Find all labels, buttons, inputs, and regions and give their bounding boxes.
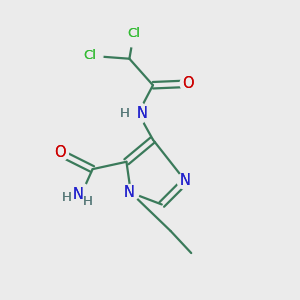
Circle shape [63, 182, 93, 212]
Text: H: H [62, 191, 72, 205]
Circle shape [123, 184, 139, 201]
Text: N: N [136, 106, 147, 121]
Text: O: O [182, 76, 194, 91]
Text: H: H [82, 195, 92, 208]
Circle shape [177, 173, 194, 189]
Text: Cl: Cl [83, 49, 96, 62]
Circle shape [121, 100, 147, 126]
Circle shape [121, 20, 147, 47]
Text: N: N [180, 173, 191, 188]
Text: H: H [82, 195, 92, 208]
Text: Cl: Cl [83, 49, 96, 62]
Text: N: N [124, 185, 135, 200]
Text: O: O [182, 76, 194, 91]
Text: H: H [120, 107, 130, 120]
Text: N: N [180, 173, 191, 188]
Text: N: N [72, 187, 83, 202]
Text: O: O [54, 146, 66, 160]
Circle shape [76, 43, 103, 69]
Text: N: N [124, 185, 135, 200]
Text: N: N [136, 106, 147, 121]
Circle shape [180, 76, 196, 92]
Text: Cl: Cl [127, 27, 140, 40]
Text: H: H [120, 107, 130, 120]
Text: N: N [72, 187, 83, 202]
Text: Cl: Cl [127, 27, 140, 40]
Circle shape [52, 145, 68, 161]
Text: O: O [54, 146, 66, 160]
Text: H: H [62, 191, 72, 205]
